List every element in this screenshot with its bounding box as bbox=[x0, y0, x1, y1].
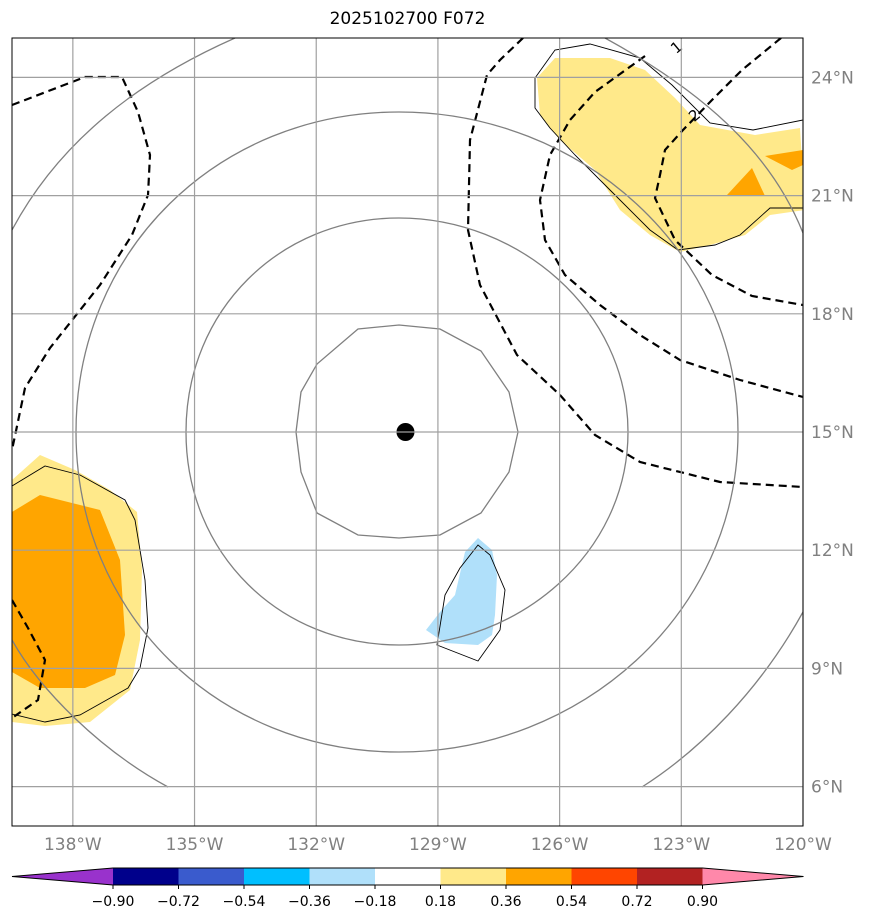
colorbar-label-0: −0.90 bbox=[92, 894, 135, 910]
shading-outlines bbox=[12, 43, 803, 723]
dashed-contour-4 bbox=[538, 55, 803, 399]
plot-frame bbox=[11, 37, 804, 827]
shading-yellow-northeast bbox=[537, 58, 803, 252]
chart-title: 2025102700 F072 bbox=[329, 9, 486, 29]
lat-tick-label-5: 21°N bbox=[811, 187, 854, 207]
lat-tick-label-0: 6°N bbox=[811, 778, 843, 798]
colorbar-label-9: 0.90 bbox=[687, 894, 718, 910]
colorbar-segment-7 bbox=[506, 868, 572, 885]
colorbar-label-5: 0.18 bbox=[425, 894, 456, 910]
dashed-contour-3 bbox=[466, 38, 803, 489]
lon-tick-label-5: 123°W bbox=[652, 835, 710, 855]
lat-tick-label-4: 18°N bbox=[811, 305, 854, 325]
lat-tick-label-2: 12°N bbox=[811, 541, 854, 561]
lon-tick-labels: 138°W 135°W 132°W 129°W 126°W 123°W 120°W bbox=[44, 835, 832, 855]
colorbar-segment-2 bbox=[178, 868, 245, 885]
colorbar-segment-6 bbox=[440, 868, 507, 885]
colorbar-label-1: −0.72 bbox=[157, 894, 200, 910]
colorbar-label-2: −0.54 bbox=[223, 894, 266, 910]
outline-south bbox=[436, 544, 506, 662]
lon-tick-label-2: 132°W bbox=[287, 835, 345, 855]
colorbar-segment-3 bbox=[244, 868, 310, 885]
range-ring-1 bbox=[295, 324, 519, 539]
dashed-contour-1 bbox=[12, 75, 152, 451]
colorbar-segment-4 bbox=[309, 868, 376, 885]
shading-orange-northeast-a bbox=[727, 168, 765, 196]
colorbar-segment-1 bbox=[113, 868, 179, 885]
shading-lightblue-south bbox=[426, 538, 497, 645]
range-ring-4 bbox=[12, 38, 803, 788]
colorbar-segment-8 bbox=[571, 868, 638, 885]
contour-label-1: 1 bbox=[667, 38, 686, 58]
colorbar-label-3: −0.36 bbox=[288, 894, 331, 910]
range-rings bbox=[12, 38, 803, 788]
colorbar-segment-5 bbox=[375, 868, 441, 885]
dashed-contour-2 bbox=[12, 599, 47, 719]
colorbar-label-4: −0.18 bbox=[354, 894, 397, 910]
colorbar: −0.90 −0.72 −0.54 −0.36 −0.18 0.18 0.36 0.54 0.7… bbox=[11, 867, 804, 910]
lon-tick-label-0: 138°W bbox=[44, 835, 102, 855]
shading-orange-west bbox=[12, 495, 125, 688]
outline-west bbox=[12, 465, 149, 723]
lon-tick-label-3: 129°W bbox=[409, 835, 467, 855]
outline-northeast bbox=[534, 43, 803, 251]
lat-tick-label-6: 24°N bbox=[811, 68, 854, 88]
range-ring-3 bbox=[75, 111, 739, 753]
lat-tick-labels: 6°N 9°N 12°N 15°N 18°N 21°N 24°N bbox=[811, 68, 854, 797]
lon-tick-label-1: 135°W bbox=[166, 835, 224, 855]
colorbar-label-8: 0.72 bbox=[621, 894, 652, 910]
colorbar-segment-9 bbox=[637, 868, 703, 885]
colorbar-extend-min bbox=[12, 868, 113, 885]
lon-tick-label-4: 126°W bbox=[531, 835, 589, 855]
lat-tick-label-3: 15°N bbox=[811, 423, 854, 443]
plot-area: 1 2 bbox=[12, 38, 803, 788]
shading-orange-northeast-b bbox=[765, 150, 803, 170]
dashed-contour-5 bbox=[653, 38, 803, 307]
lat-tick-label-1: 9°N bbox=[811, 659, 843, 679]
colorbar-label-7: 0.54 bbox=[556, 894, 587, 910]
colorbar-label-6: 0.36 bbox=[490, 894, 521, 910]
lon-tick-label-6: 120°W bbox=[774, 835, 832, 855]
colorbar-extend-max bbox=[702, 868, 804, 885]
range-ring-2 bbox=[185, 217, 629, 646]
